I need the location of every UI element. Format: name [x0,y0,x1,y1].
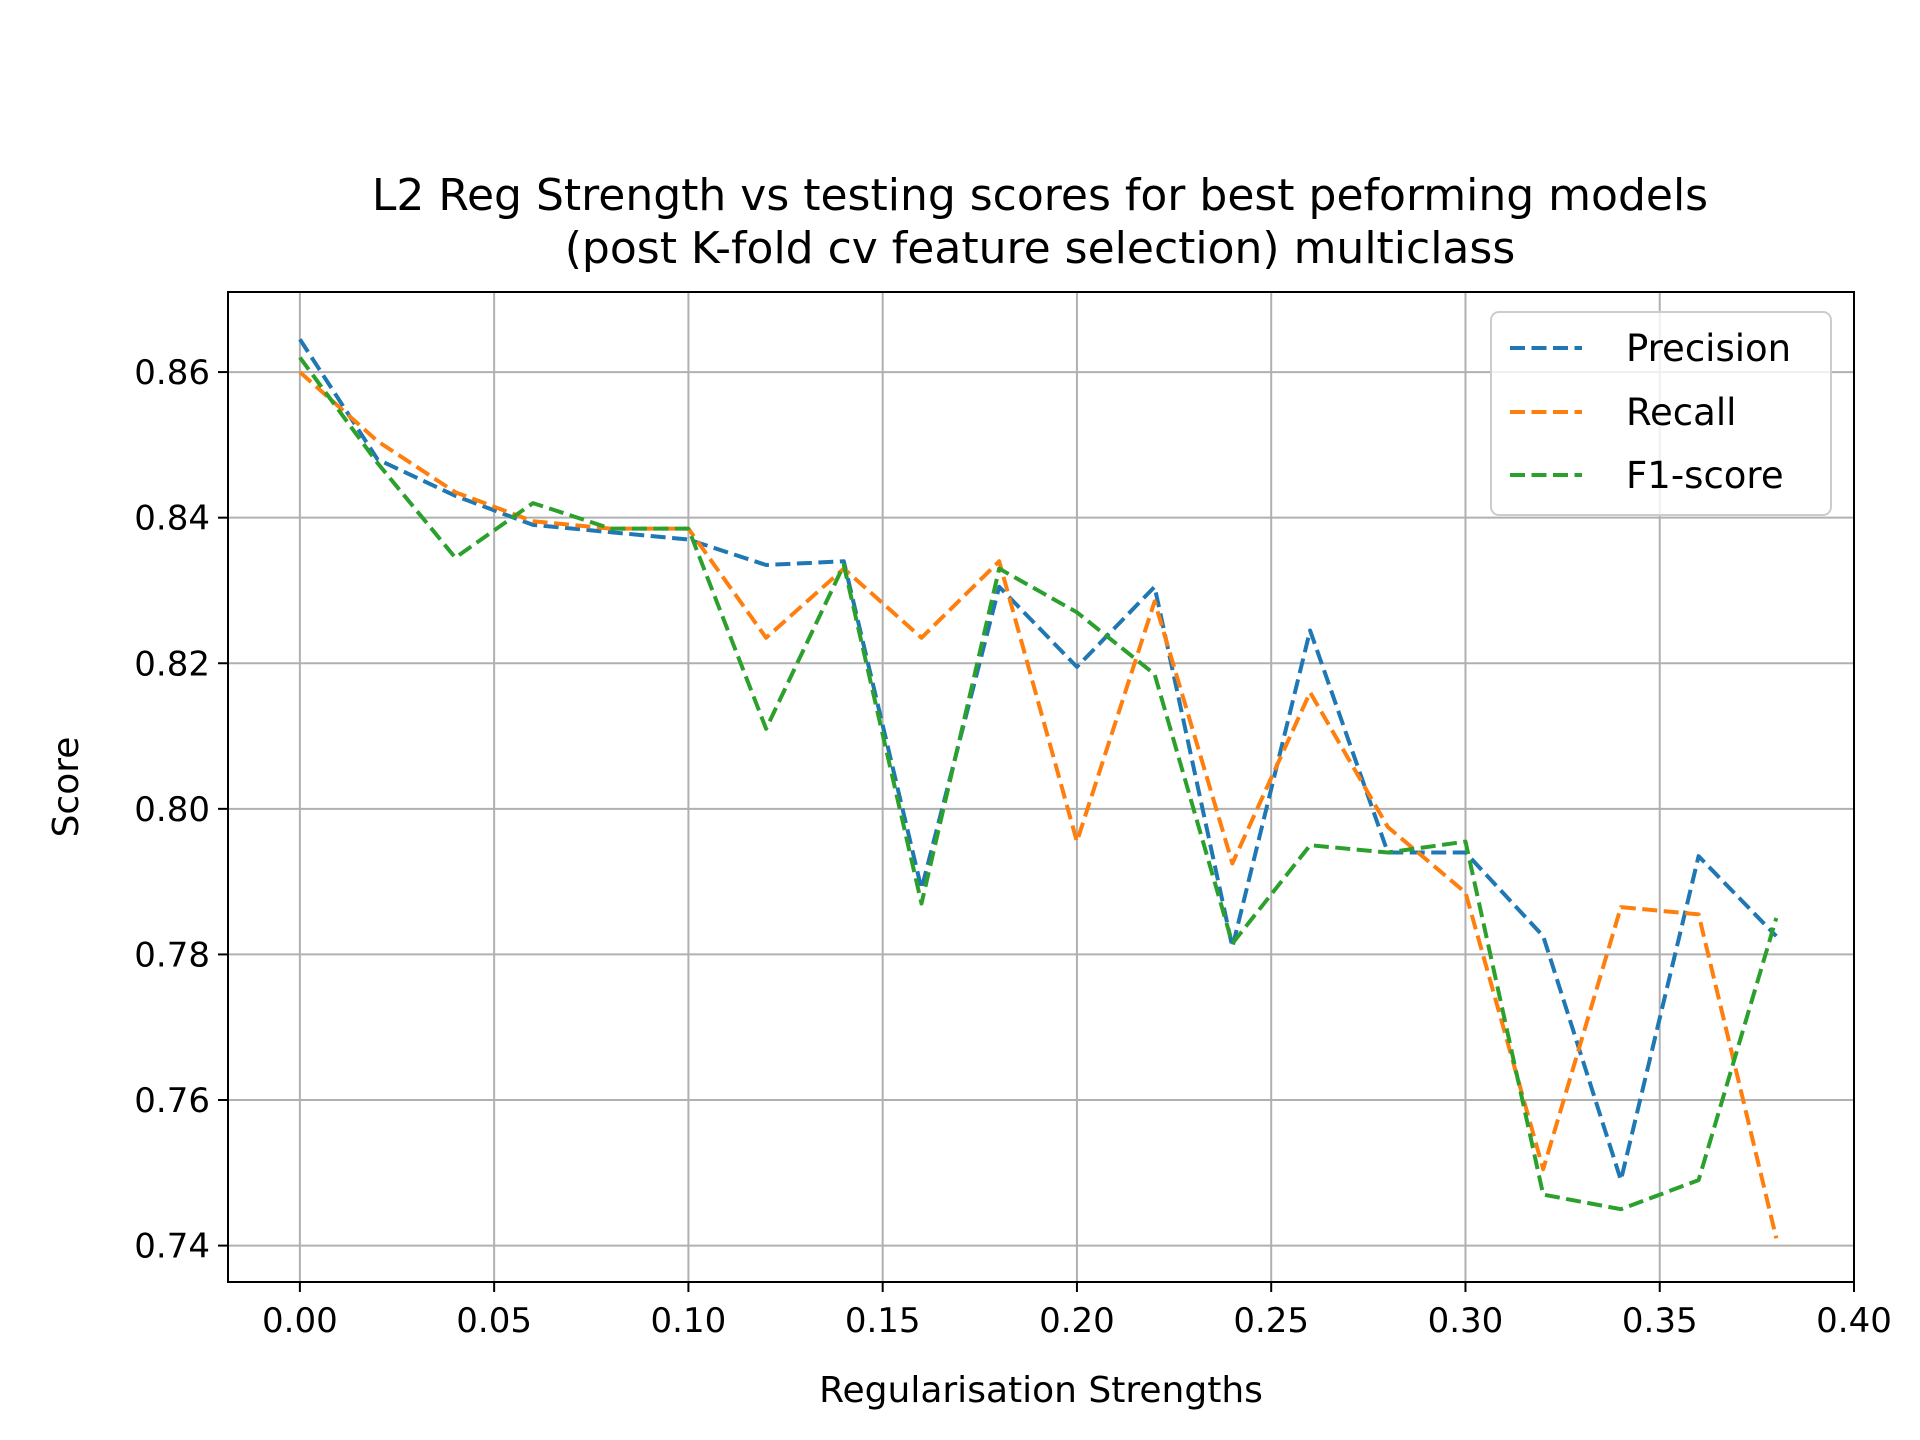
x-axis-label: Regularisation Strengths [819,1370,1263,1411]
chart-title-line-1: L2 Reg Strength vs testing scores for be… [372,170,1708,221]
x-tick-label: 0.20 [1039,1301,1115,1341]
x-tick-label: 0.30 [1428,1301,1504,1341]
x-tick-label: 0.05 [456,1301,532,1341]
legend-box [1490,311,1832,516]
y-tick-label: 0.74 [134,1227,210,1267]
y-tick-label: 0.84 [134,499,210,539]
x-tick-label: 0.40 [1816,1301,1892,1341]
y-tick-label: 0.82 [134,644,210,684]
x-tick-label: 0.25 [1233,1301,1309,1341]
x-tick-label: 0.10 [651,1301,727,1341]
series-line-recall [298,370,1779,1239]
legend: Precision Recall F1-score [1490,311,1832,516]
plot-area-frame [227,291,1855,1283]
series-line-f1-score [298,356,1779,1212]
y-tick-label: 0.80 [134,790,210,830]
series-lines [298,338,1779,1239]
legend-label-precision: Precision [1626,327,1791,370]
x-tick-label: 0.00 [262,1301,338,1341]
x-tick-label: 0.35 [1622,1301,1698,1341]
chart-title-line-2: (post K-fold cv feature selection) multi… [565,223,1516,274]
y-tick-label: 0.76 [134,1081,210,1121]
y-tick-label: 0.86 [134,353,210,393]
legend-label-recall: Recall [1626,391,1736,434]
x-tick-label: 0.15 [845,1301,921,1341]
legend-label-f1-score: F1-score [1626,454,1784,497]
y-axis-label: Score [46,737,87,838]
axis-ticks: 0.00 0.05 0.10 0.15 0.20 0.25 0.30 0.35 0.40 0.74… [134,353,1892,1341]
y-tick-label: 0.78 [134,935,210,975]
series-line-precision [298,338,1778,1183]
